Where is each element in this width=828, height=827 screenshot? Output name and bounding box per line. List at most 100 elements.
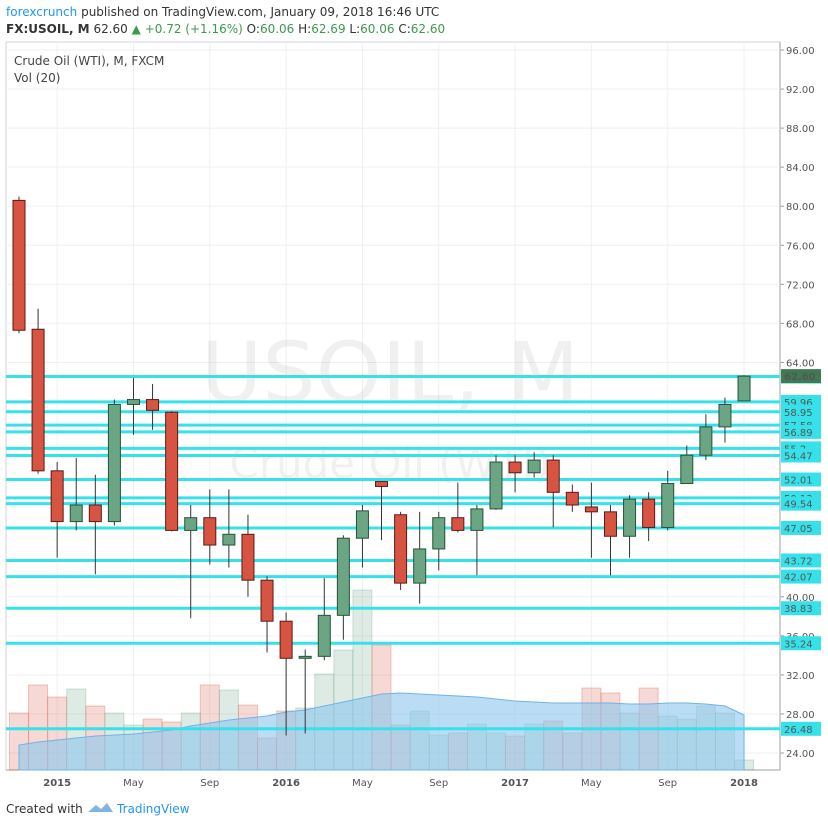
x-tick-label: 2016 xyxy=(272,778,300,789)
candle-body xyxy=(146,399,160,411)
y-tick-label: 68.00 xyxy=(786,319,815,330)
y-tick-label: 92.00 xyxy=(786,85,815,96)
level-tag xyxy=(781,601,821,616)
level-label: 38.83 xyxy=(784,604,813,615)
y-tick-label: 40.00 xyxy=(786,593,815,604)
x-tick-label: 2015 xyxy=(43,778,71,789)
x-tick-label: Sep xyxy=(658,778,677,789)
candle-body xyxy=(718,403,732,428)
published: published on TradingView.com, January 09… xyxy=(81,5,439,19)
level-tag xyxy=(781,569,821,584)
footer-created: Created with xyxy=(6,802,83,816)
candle-body xyxy=(546,459,560,493)
x-tick-label: 2018 xyxy=(730,778,758,789)
candle-body xyxy=(432,517,446,550)
level-label: 49.54 xyxy=(784,500,813,511)
level-label: 58.95 xyxy=(784,408,813,419)
candle-body xyxy=(680,454,694,485)
candle-body xyxy=(603,511,617,537)
level-tag xyxy=(781,448,821,463)
y-tick-label: 84.00 xyxy=(786,163,815,174)
legend-title: Crude Oil (WTI), M, FXCM xyxy=(14,54,164,68)
y-tick-label: 76.00 xyxy=(786,241,815,252)
candle-body xyxy=(623,498,637,537)
x-tick-label: Sep xyxy=(429,778,448,789)
level-label: 35.24 xyxy=(784,639,813,650)
level-label: 42.07 xyxy=(784,573,813,584)
symbol: FX:USOIL, M xyxy=(6,22,90,36)
level-tag xyxy=(781,636,821,651)
watermark-symbol: USOIL, M xyxy=(201,324,579,422)
y-tick-label: 28.00 xyxy=(786,710,815,721)
y-tick-label: 24.00 xyxy=(786,749,815,760)
x-tick-label: May xyxy=(123,778,144,789)
h-label: H: xyxy=(298,22,311,36)
candle-body xyxy=(88,504,102,523)
candle-body xyxy=(336,537,350,616)
candle-body xyxy=(222,533,236,546)
o-label: O: xyxy=(247,22,260,36)
up-arrow: ▲ xyxy=(132,22,142,36)
x-tick-label: May xyxy=(352,778,373,789)
level-label: 52.01 xyxy=(784,476,813,487)
candle-body xyxy=(12,199,26,331)
candle-body xyxy=(298,655,312,659)
candle-body xyxy=(584,506,598,513)
change: +0.72 (+1.16%) xyxy=(145,22,243,36)
candle-body xyxy=(203,517,217,546)
candle-body xyxy=(470,508,484,531)
candle-body xyxy=(737,375,751,402)
y-tick-label: 72.00 xyxy=(786,280,815,291)
candle-body xyxy=(355,510,369,539)
level-tag xyxy=(781,404,821,419)
level-tag xyxy=(781,520,821,535)
l-value: 60.06 xyxy=(360,22,394,36)
candle-body xyxy=(508,461,522,474)
candle-body xyxy=(317,614,331,657)
candle-body xyxy=(661,483,675,528)
price: 62.60 xyxy=(93,22,127,36)
level-label: 43.72 xyxy=(784,556,813,567)
candle-body xyxy=(451,517,465,531)
symbol-line: FX:USOIL, M 62.60 ▲ +0.72 (+1.16%) O:60.… xyxy=(6,22,445,36)
l-label: L: xyxy=(349,22,360,36)
author: forexcrunch xyxy=(6,5,77,19)
candle-body xyxy=(279,620,293,659)
level-tag xyxy=(781,424,821,439)
candle-body xyxy=(413,548,427,584)
candle-body xyxy=(260,579,274,622)
c-label: C: xyxy=(398,22,410,36)
candle-body xyxy=(394,514,408,584)
candle-body xyxy=(375,481,389,487)
last-price-tag xyxy=(781,369,821,384)
candle-body xyxy=(699,426,713,456)
y-tick-label: 80.00 xyxy=(786,202,815,213)
x-tick-label: 2017 xyxy=(501,778,529,789)
candle-body xyxy=(565,491,579,506)
level-tag xyxy=(781,721,821,736)
level-tag xyxy=(781,553,821,568)
candle-body xyxy=(165,411,179,531)
candle-body xyxy=(241,533,255,581)
candle-body xyxy=(126,399,140,405)
candle-body xyxy=(642,498,656,528)
x-tick-label: Sep xyxy=(200,778,219,789)
o-value: 60.06 xyxy=(260,22,294,36)
level-tag xyxy=(781,472,821,487)
level-label: 59.96 xyxy=(784,398,813,409)
last-price-label: 62.60 xyxy=(784,372,816,383)
header-line: forexcrunch published on TradingView.com… xyxy=(6,5,439,19)
legend-volume: Vol (20) xyxy=(14,71,60,85)
volume-ma-area xyxy=(18,692,745,771)
candle-body xyxy=(527,459,541,474)
level-tag xyxy=(781,496,821,511)
y-tick-label: 32.00 xyxy=(786,671,815,682)
y-tick-label: 64.00 xyxy=(786,358,815,369)
level-label: 54.47 xyxy=(784,452,813,463)
x-tick-label: May xyxy=(581,778,602,789)
c-value: 62.60 xyxy=(411,22,445,36)
tradingview-logo xyxy=(88,803,113,812)
footer-brand: TradingView xyxy=(116,802,190,816)
